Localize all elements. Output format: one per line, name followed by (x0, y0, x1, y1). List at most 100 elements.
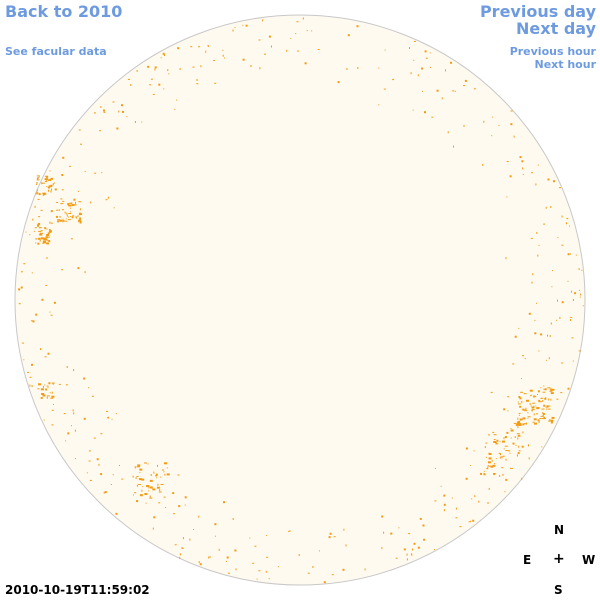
see-facular-data-link[interactable]: See facular data (5, 45, 107, 58)
facula-point (538, 421, 540, 424)
facula-point (39, 239, 41, 242)
facula-point (160, 57, 162, 59)
facula-point (549, 419, 551, 421)
facula-point (522, 431, 524, 434)
next-day-link[interactable]: Next day (516, 19, 596, 38)
facula-point (538, 350, 540, 352)
facula-point (35, 242, 37, 244)
facula-point (48, 189, 49, 192)
facula-point (574, 292, 577, 295)
facula-point (424, 50, 427, 53)
facula-point (79, 217, 82, 220)
facula-point (484, 446, 486, 449)
facula-point (158, 491, 162, 493)
facula-point (532, 273, 534, 276)
facula-point (93, 437, 96, 439)
facula-point (378, 67, 380, 69)
facula-point (214, 82, 217, 84)
facula-point (472, 519, 475, 522)
facula-point (541, 408, 545, 410)
facula-point (523, 393, 527, 395)
facula-point (99, 130, 102, 132)
facula-point (567, 280, 569, 282)
facula-point (413, 542, 416, 545)
facula-point (424, 111, 426, 114)
facula-point (500, 453, 501, 456)
facula-point (492, 431, 495, 433)
facula-point (153, 471, 155, 474)
facula-point (529, 389, 533, 392)
observation-timestamp: 2010-10-19T11:59:02 (5, 583, 150, 597)
facula-point (507, 396, 510, 398)
previous-day-link[interactable]: Previous day (479, 2, 596, 21)
facula-point (252, 562, 255, 564)
facula-point (436, 89, 439, 92)
facula-point (94, 112, 96, 114)
facula-point (537, 390, 540, 393)
facula-point (46, 175, 49, 178)
facula-point (307, 572, 310, 574)
facula-point (106, 410, 108, 412)
facula-point (168, 73, 170, 75)
next-hour-link[interactable]: Next hour (534, 58, 597, 71)
facula-point (534, 319, 536, 321)
facula-point (510, 467, 513, 469)
facula-point (538, 244, 540, 246)
facula-point (343, 528, 345, 531)
facula-point (518, 450, 521, 452)
facula-point (141, 121, 143, 123)
facula-point (166, 467, 168, 469)
facula-point (37, 242, 40, 245)
facula-point (147, 463, 149, 465)
facula-point (517, 452, 520, 455)
facula-point (435, 467, 436, 469)
facula-point (473, 450, 475, 452)
facula-point (517, 435, 521, 437)
facula-point (223, 501, 225, 504)
facula-point (56, 202, 59, 203)
facula-point (100, 106, 102, 108)
facula-point (525, 407, 527, 410)
facula-point (157, 483, 159, 486)
facula-point (547, 387, 551, 389)
facula-point (156, 477, 158, 479)
facula-point (23, 359, 25, 361)
facula-point (569, 225, 570, 227)
previous-hour-link[interactable]: Previous hour (509, 45, 596, 58)
facula-point (36, 189, 38, 192)
facula-point (74, 429, 76, 432)
facula-point (38, 216, 41, 218)
facula-point (566, 222, 567, 225)
facula-point (556, 398, 559, 400)
back-to-year-link[interactable]: Back to 2010 (5, 2, 123, 21)
facula-point (51, 424, 54, 426)
facula-point (443, 494, 446, 497)
facula-point (136, 484, 138, 487)
facula-point (154, 68, 156, 71)
facula-point (543, 404, 546, 407)
facula-point (72, 215, 75, 217)
facula-point (66, 212, 68, 215)
facula-point (509, 175, 512, 178)
facula-point (44, 356, 47, 358)
facula-point (60, 198, 63, 200)
facula-point (32, 218, 34, 221)
facula-point (543, 223, 546, 225)
facula-point (172, 492, 175, 495)
facula-point (483, 472, 485, 475)
facula-point (67, 432, 70, 435)
facula-point (487, 465, 489, 466)
facula-point (42, 194, 44, 196)
facula-point (443, 503, 446, 506)
facula-point (121, 104, 123, 107)
facula-point (46, 178, 49, 181)
facula-point (551, 416, 555, 419)
facula-point (518, 424, 521, 426)
facula-point (543, 416, 545, 419)
facula-point (208, 556, 210, 559)
facula-point (65, 384, 68, 386)
facula-point (519, 422, 522, 424)
facula-point (134, 492, 137, 494)
facula-point (524, 410, 528, 412)
facula-point (136, 69, 138, 72)
